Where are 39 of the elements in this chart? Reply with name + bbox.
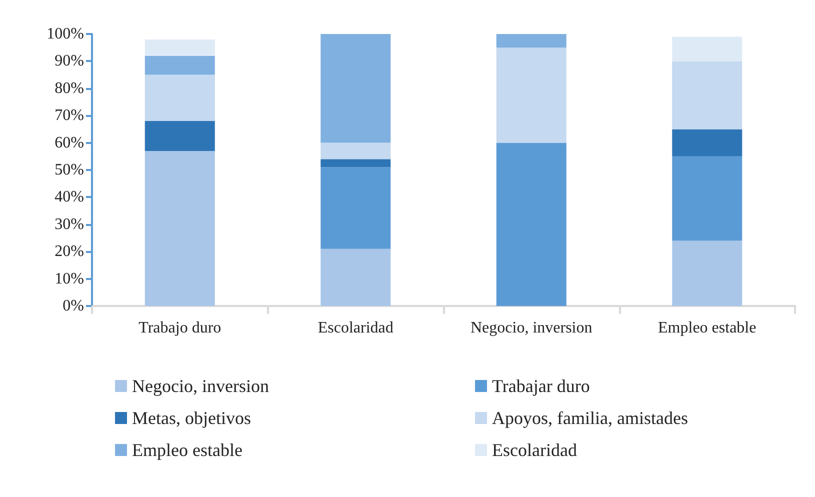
- y-tick-label: 50%: [54, 162, 84, 178]
- bar: [496, 142, 566, 306]
- y-tick-label: 40%: [54, 188, 84, 206]
- bar: [672, 240, 742, 306]
- x-tick-label: Trabajo duro: [138, 320, 222, 336]
- bar: [496, 48, 566, 143]
- bar: [144, 121, 215, 151]
- legend-label: Empleo estable: [132, 440, 242, 460]
- bar: [320, 34, 391, 143]
- legend-label: Apoyos, familia, amistades: [492, 408, 688, 428]
- bar: [144, 56, 215, 75]
- bar: [144, 74, 215, 122]
- bar: [144, 150, 215, 306]
- y-tick-label: 20%: [54, 243, 84, 260]
- bar: [320, 142, 391, 160]
- y-tick-label: 80%: [54, 80, 84, 97]
- x-tick-label: Empleo estable: [658, 320, 756, 336]
- bar: [672, 129, 742, 156]
- legend-label: Negocio, inversion: [132, 376, 269, 396]
- bar: [320, 159, 391, 168]
- y-tick-label: 30%: [54, 216, 84, 233]
- bar: [320, 248, 391, 306]
- x-tick-label: Negocio, inversion: [470, 320, 592, 336]
- y-tick-label: 0%: [62, 298, 84, 314]
- legend-label: Escolaridad: [492, 440, 577, 460]
- bar: [320, 167, 391, 249]
- y-tick-label: 100%: [46, 26, 84, 42]
- y-tick-label: 60%: [54, 134, 84, 152]
- y-tick-label: 10%: [54, 270, 84, 288]
- bar: [144, 39, 215, 56]
- bar: [672, 61, 742, 130]
- legend-label: Metas, objetivos: [132, 408, 251, 428]
- y-tick-label: 70%: [54, 107, 84, 124]
- bar: [672, 36, 742, 62]
- bar: [496, 34, 566, 48]
- bar: [672, 156, 742, 241]
- y-tick-label: 90%: [54, 52, 84, 70]
- legend-label: Trabajar duro: [492, 376, 590, 396]
- x-tick-label: Escolaridad: [318, 320, 394, 336]
